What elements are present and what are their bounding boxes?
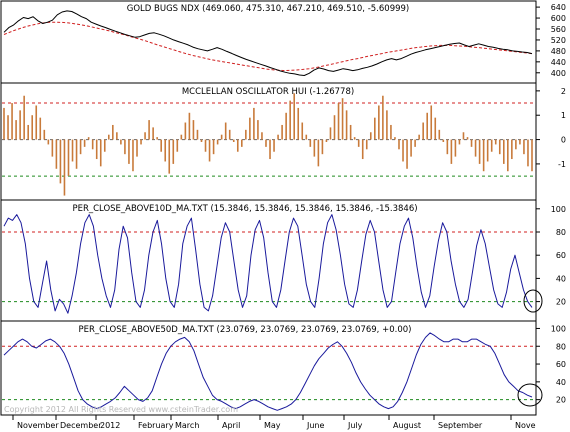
month-label: June <box>306 421 325 430</box>
above50d-axis-tick-label: 40 <box>556 378 566 387</box>
above10d-axis-tick-label: 20 <box>556 298 566 307</box>
above50d-line <box>3 332 533 411</box>
price-axis-tick-label: 560 <box>551 25 566 34</box>
panel-1-axis: 640 600 560 520 480 440 400 <box>536 3 566 78</box>
price-axis-tick-label: 480 <box>551 47 566 56</box>
panel-2-title: MCCLELLAN OSCILLATOR HUI (-1.26778) <box>182 87 354 97</box>
price-axis-tick-label: 440 <box>551 58 566 67</box>
above50d-axis-tick-label: 60 <box>556 360 566 369</box>
highlight-circle-panel-3 <box>523 289 543 313</box>
month-label: May <box>264 421 281 430</box>
month-label: March <box>175 421 199 430</box>
month-label: February <box>138 421 174 430</box>
month-label: September <box>438 421 483 430</box>
panel-3-axis: 100 80 60 40 20 <box>536 205 566 307</box>
panel-3-plot <box>2 214 535 314</box>
above50d-axis-tick-label: 80 <box>556 342 566 351</box>
above10d-axis-tick-label: 80 <box>556 228 566 237</box>
month-label: 2012 <box>100 421 120 430</box>
panel-2-plot <box>2 93 535 196</box>
panel-4-plot <box>2 332 535 411</box>
price-axis-tick-label: 520 <box>551 36 566 45</box>
month-label: August <box>393 421 421 430</box>
panel-1-title: GOLD BUGS NDX (469.060, 475.310, 467.210… <box>127 4 410 14</box>
moving-average-line <box>3 21 533 72</box>
above50d-axis-tick-label: 100 <box>551 324 566 333</box>
above10d-axis-tick-label: 100 <box>551 205 566 214</box>
above10d-axis-tick-label: 60 <box>556 251 566 260</box>
month-label: April <box>222 421 240 430</box>
copyright-text: Copyright 2012 All Rights Reserved www.c… <box>4 405 238 414</box>
panel-2-axis: 2 1 0 -1 <box>536 87 566 169</box>
panel-4-title: PER_CLOSE_ABOVE50D_MA.TXT (23.0769, 23.0… <box>79 325 412 335</box>
month-label: December <box>60 421 102 430</box>
panel-4-axis: 100 80 60 40 20 <box>536 324 566 405</box>
month-label: Nove <box>515 421 536 430</box>
oscillator-axis-tick-label: 2 <box>561 87 566 96</box>
price-axis-tick-label: 640 <box>551 3 566 12</box>
month-label: November <box>17 421 59 430</box>
above10d-line <box>3 214 533 314</box>
panel-3-title: PER_CLOSE_ABOVE10D_MA.TXT (15.3846, 15.3… <box>72 204 417 214</box>
above10d-axis-tick-label: 40 <box>556 274 566 283</box>
price-line <box>3 10 533 76</box>
oscillator-axis-tick-label: 0 <box>561 136 566 145</box>
month-label: July <box>347 421 363 430</box>
above50d-axis-tick-label: 20 <box>556 396 566 405</box>
panel-1-plot <box>3 10 533 76</box>
oscillator-axis-tick-label: 1 <box>561 111 566 120</box>
price-axis-tick-label: 400 <box>551 69 566 78</box>
oscillator-axis-tick-label: -1 <box>558 160 566 169</box>
panel-4-frame <box>0 320 537 416</box>
highlight-circle-panel-4 <box>517 383 543 407</box>
price-axis-tick-label: 600 <box>551 14 566 23</box>
